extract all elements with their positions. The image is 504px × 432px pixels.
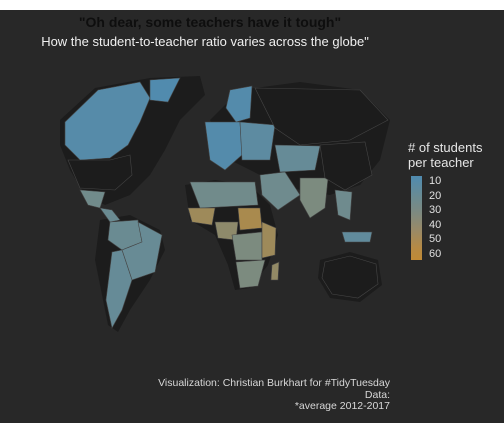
legend-label: 50 (429, 233, 442, 245)
caption-data: Data: (364, 388, 390, 401)
legend: # of students per teacher 10 20 30 40 50… (408, 140, 482, 264)
region-australia (321, 255, 379, 299)
region-eastern-europe (239, 121, 276, 161)
region-central-asia (274, 144, 321, 173)
map-title: "Oh dear, some teachers have it tough" (78, 14, 342, 30)
region-southern-cone (105, 249, 133, 329)
legend-labels: 10 20 30 40 50 60 (429, 174, 441, 261)
region-south-asia (299, 177, 329, 219)
region-indonesia (341, 231, 373, 243)
region-east-africa (261, 221, 277, 259)
region-scandinavia (225, 85, 253, 123)
region-central-america (99, 207, 121, 223)
legend-scale: 10 20 30 40 50 60 (408, 174, 482, 264)
region-southeast-asia (334, 189, 353, 221)
region-russia (254, 87, 389, 146)
legend-label: 40 (429, 218, 442, 231)
legend-label: 30 (429, 204, 442, 216)
region-sahel-west (187, 207, 216, 226)
region-mexico (79, 189, 106, 209)
region-united-states (67, 154, 133, 191)
region-north-africa (189, 181, 259, 209)
region-western-europe (204, 121, 243, 171)
region-middle-east (259, 171, 301, 211)
legend-title: # of students per teacher (408, 140, 483, 170)
map-subtitle: How the student-to-teacher ratio varies … (41, 34, 369, 49)
legend-label: 10 (429, 175, 442, 187)
map-canvas: "Oh dear, some teachers have it tough" H… (0, 10, 504, 423)
legend-label: 20 (429, 189, 442, 202)
world-map (60, 76, 390, 332)
caption-note: *average 2012-2017 (294, 400, 390, 412)
region-sahel-east (237, 207, 263, 231)
region-central-africa (231, 231, 263, 261)
caption: Visualization: Christian Burkhart for #T… (158, 377, 390, 413)
caption-credit: Visualization: Christian Burkhart for #T… (158, 377, 390, 389)
region-china (319, 141, 373, 191)
region-southern-africa (235, 259, 266, 289)
region-madagascar (270, 261, 280, 281)
legend-label: 60 (429, 247, 442, 260)
region-north-america-north (64, 81, 151, 161)
region-greenland (149, 77, 181, 103)
legend-color-bar (411, 176, 422, 260)
